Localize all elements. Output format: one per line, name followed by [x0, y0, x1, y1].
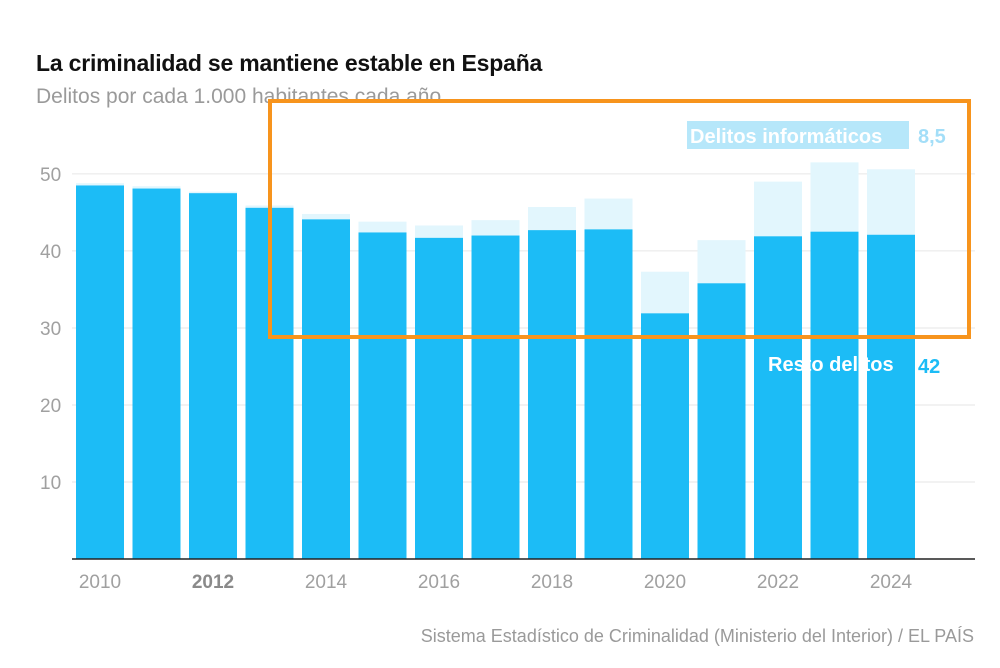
bar-group: [76, 162, 915, 560]
bar-informaticos-2022: [754, 181, 802, 237]
bar-resto-2018: [528, 230, 576, 560]
bar-informaticos-2018: [528, 207, 576, 231]
y-axis-labels: 10 20 30 40 50: [40, 165, 61, 494]
bar-informaticos-2021: [697, 240, 746, 284]
bar-informaticos-2024: [867, 169, 915, 235]
bar-resto-2019: [584, 229, 633, 559]
bar-resto-2016: [415, 237, 463, 559]
y-tick-label-50: 50: [40, 165, 61, 186]
x-tick-label-2012: 2012: [192, 572, 234, 593]
informaticos-series-label: Delitos informáticos: [690, 126, 882, 148]
bar-resto-2020: [641, 313, 689, 559]
bar-resto-2010: [76, 185, 124, 559]
x-tick-label-2022: 2022: [757, 572, 799, 593]
y-tick-label-40: 40: [40, 242, 61, 263]
bar-resto-2021: [697, 283, 746, 559]
x-tick-label-2016: 2016: [418, 572, 460, 593]
y-tick-label-30: 30: [40, 319, 61, 340]
bar-informaticos-2014: [302, 213, 350, 220]
resto-series-label: Resto delitos: [768, 354, 894, 376]
bar-informaticos-2020: [641, 271, 689, 314]
bar-informaticos-2012: [189, 191, 237, 194]
x-tick-label-2024: 2024: [870, 572, 913, 593]
bar-informaticos-2016: [415, 225, 463, 238]
bar-resto-2014: [302, 219, 350, 559]
x-tick-label-2010: 2010: [79, 572, 121, 593]
x-axis: 2010 2012 2014 2016 2018 2020 2022 2024: [72, 558, 975, 593]
bar-resto-2024: [867, 234, 915, 559]
resto-series-value: 42: [918, 356, 940, 378]
highlight-box: [268, 99, 971, 339]
informaticos-label-bg: [687, 121, 909, 149]
bar-resto-2023: [810, 231, 859, 559]
bar-resto-2015: [358, 232, 407, 559]
bar-resto-2017: [471, 235, 520, 560]
y-tick-label-20: 20: [40, 396, 61, 417]
bar-resto-2022: [754, 236, 802, 559]
informaticos-series-value: 8,5: [918, 126, 946, 148]
bar-informaticos-2019: [584, 198, 633, 230]
bar-informaticos-2011: [132, 186, 181, 189]
bar-informaticos-2023: [810, 162, 859, 232]
bar-informaticos-2010: [76, 183, 124, 186]
x-tick-label-2014: 2014: [305, 572, 348, 593]
bar-resto-2012: [189, 193, 237, 559]
series-labels: Delitos informáticos 8,5 Resto delitos 4…: [687, 121, 946, 378]
x-tick-label-2018: 2018: [531, 572, 573, 593]
source-note: Sistema Estadístico de Criminalidad (Min…: [420, 626, 974, 646]
bar-informaticos-2017: [471, 220, 520, 236]
y-tick-label-10: 10: [40, 473, 61, 494]
x-tick-label-2020: 2020: [644, 572, 686, 593]
bar-resto-2011: [132, 188, 181, 560]
bar-informaticos-2015: [358, 221, 407, 233]
chart-title: La criminalidad se mantiene estable en E…: [36, 50, 543, 76]
